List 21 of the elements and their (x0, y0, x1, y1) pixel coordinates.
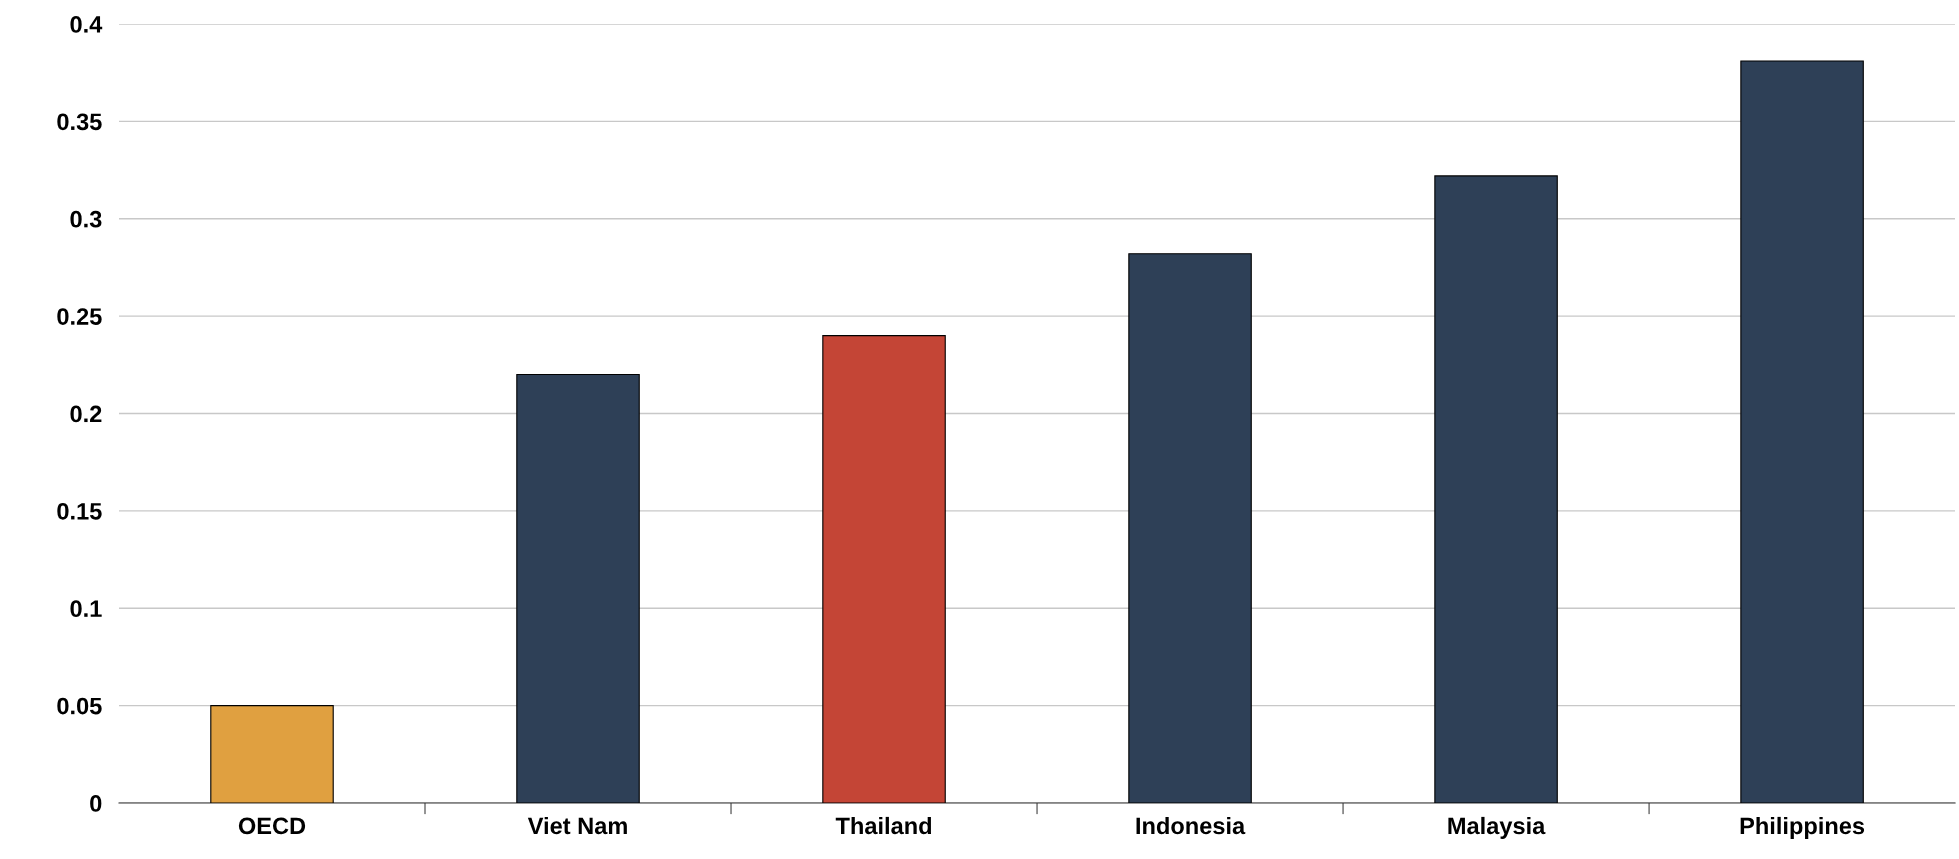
bar (1740, 60, 1864, 803)
y-tick-label: 0.15 (57, 502, 102, 520)
y-tick-label: 0 (90, 795, 102, 812)
x-tick-label: Indonesia (1136, 816, 1246, 835)
x-tick-label: OECD (238, 817, 306, 835)
y-tick-label: 0.1 (70, 600, 102, 618)
y-tick-label: 0.3 (70, 210, 102, 228)
bar (210, 705, 334, 803)
bar (822, 335, 946, 803)
bar (1434, 175, 1558, 803)
y-tick-label: 0.05 (57, 697, 102, 715)
x-tick-label: Malaysia (1448, 816, 1546, 839)
bar (1128, 253, 1252, 803)
y-tick-label: 0.2 (70, 405, 102, 423)
x-tick-label: Philippines (1740, 816, 1865, 839)
y-tick-label: 0.35 (57, 113, 102, 131)
bar (516, 373, 640, 803)
x-tick-label: Thailand (835, 816, 932, 835)
y-tick-label: 0.4 (70, 16, 103, 33)
y-tick-label: 0.25 (57, 308, 102, 325)
x-tick-label: Viet Nam (527, 816, 627, 835)
